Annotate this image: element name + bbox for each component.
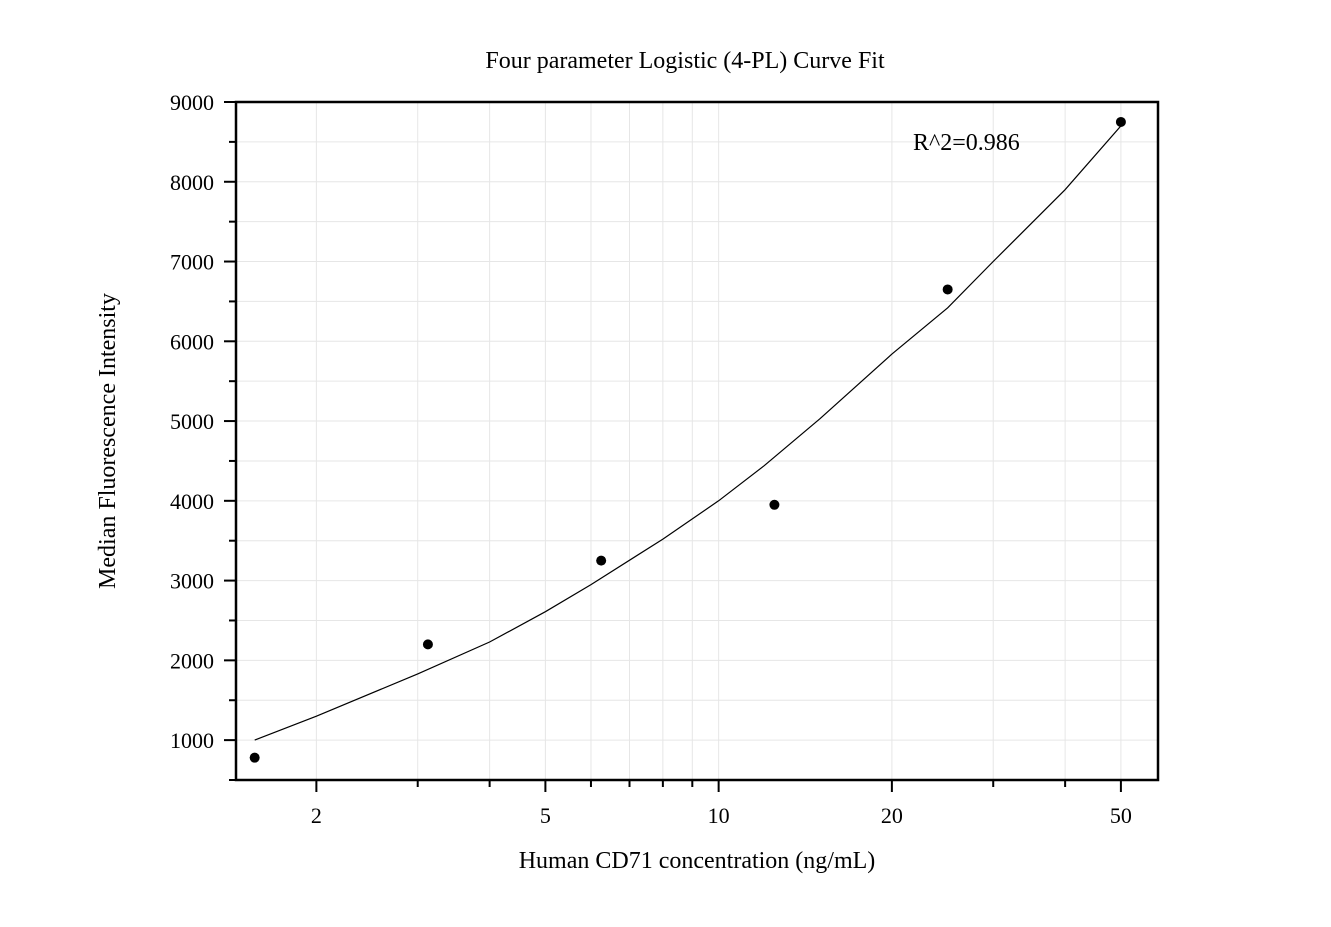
ticks: 2 5 10 20 50 1000 2000 3000 4000 5000 6000 7000 8000… (170, 90, 1132, 828)
y-axis-title: Median Fluorescence Intensity (95, 293, 121, 589)
chart-title: Four parameter Logistic (4-PL) Curve Fit (485, 48, 885, 74)
grid (236, 101, 1158, 781)
x-tick-label: 2 (311, 803, 322, 828)
x-axis-title: Human CD71 concentration (ng/mL) (519, 848, 876, 874)
axes (234, 100, 1160, 782)
data-point (596, 555, 607, 566)
y-tick-label: 5000 (170, 409, 214, 434)
data-point (422, 639, 433, 650)
y-tick-label: 1000 (170, 728, 214, 753)
x-tick-label: 20 (881, 803, 903, 828)
fit-curve (254, 125, 1122, 741)
r-squared-annotation: R^2=0.986 (913, 130, 1020, 156)
y-tick-label: 6000 (170, 329, 214, 354)
fit-curve-group (254, 125, 1122, 741)
data-points (249, 116, 1126, 763)
y-tick-label: 9000 (170, 90, 214, 115)
y-tick-label: 8000 (170, 170, 214, 195)
y-tick-label: 2000 (170, 648, 214, 673)
data-point (249, 752, 260, 763)
plot-frame (234, 100, 1160, 782)
data-point (769, 499, 780, 510)
data-point (942, 284, 953, 295)
x-tick-label: 10 (708, 803, 730, 828)
y-tick-label: 4000 (170, 489, 214, 514)
y-tick-label: 3000 (170, 569, 214, 594)
x-tick-label: 5 (540, 803, 551, 828)
x-tick-label: 50 (1110, 803, 1132, 828)
y-tick-label: 7000 (170, 250, 214, 275)
data-point (1115, 116, 1126, 127)
